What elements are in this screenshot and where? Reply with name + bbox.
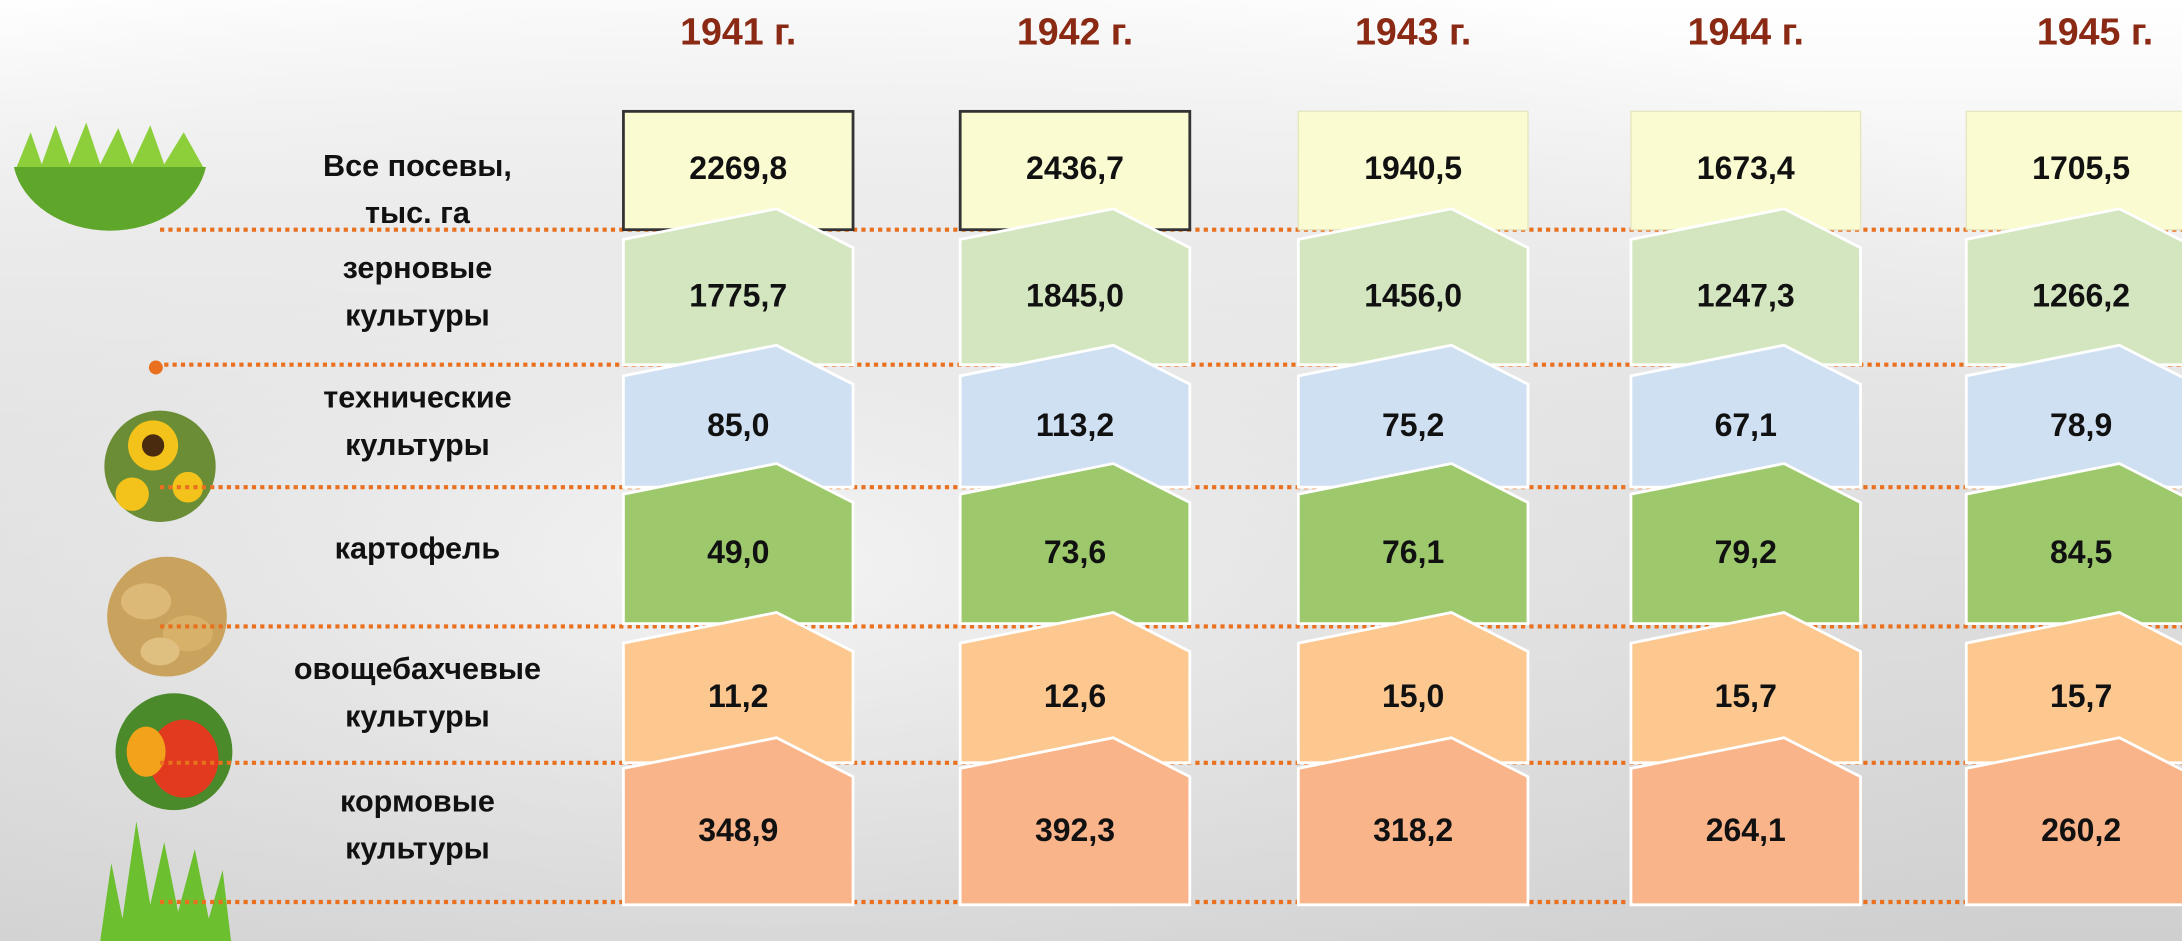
row-label: зерновые — [343, 251, 493, 285]
year-header: 1944 г. — [1688, 11, 1804, 53]
cell-value: 1775,7 — [689, 277, 787, 313]
cell-value: 84,5 — [2050, 534, 2112, 570]
cell-value: 85,0 — [707, 407, 769, 443]
row-label: культуры — [345, 699, 490, 733]
cell-value: 1705,5 — [2032, 150, 2130, 186]
cell-value: 15,7 — [1715, 678, 1777, 714]
row-label: культуры — [345, 832, 490, 866]
row-label: тыс. га — [365, 196, 471, 230]
cell-value: 79,2 — [1715, 534, 1777, 570]
cell-value: 15,0 — [1382, 678, 1444, 714]
cell-value: 67,1 — [1715, 407, 1777, 443]
year-header: 1945 г. — [2037, 11, 2153, 53]
cell-value: 318,2 — [1373, 812, 1453, 848]
page: 1941 г. 1942 г. 1943 г. 1944 г. 1945 г. Все п… — [0, 0, 2182, 941]
row-label: технические — [323, 381, 511, 415]
cell-value: 260,2 — [2041, 812, 2121, 848]
separator-dot — [149, 361, 163, 375]
row-label: овощебахчевые — [294, 652, 541, 686]
row-label: культуры — [345, 428, 490, 462]
cell-value: 348,9 — [698, 812, 778, 848]
row-label: кормовые — [340, 784, 495, 818]
cell-value: 1673,4 — [1697, 150, 1795, 186]
year-header: 1941 г. — [680, 11, 796, 53]
cell-value: 1266,2 — [2032, 277, 2130, 313]
cell-value: 76,1 — [1382, 534, 1444, 570]
row-label: картофель — [335, 532, 501, 566]
cell-value: 11,2 — [708, 678, 769, 714]
row-label: Все посевы, — [323, 149, 512, 183]
cell-value: 78,9 — [2050, 407, 2112, 443]
cell-value: 1456,0 — [1364, 277, 1462, 313]
cell-value: 2436,7 — [1026, 150, 1124, 186]
cell-value: 2269,8 — [689, 150, 787, 186]
cell-value: 49,0 — [707, 534, 769, 570]
cell-value: 1845,0 — [1026, 277, 1124, 313]
icon-vegetables — [116, 693, 233, 810]
cell-value: 75,2 — [1382, 407, 1444, 443]
cell-value: 1940,5 — [1364, 150, 1462, 186]
icon-sunflower — [104, 411, 215, 522]
cell-value: 1247,3 — [1697, 277, 1795, 313]
cell-value: 15,7 — [2050, 678, 2112, 714]
cell-value: 113,2 — [1036, 407, 1114, 443]
cell-value: 392,3 — [1035, 812, 1115, 848]
infographic: 1941 г. 1942 г. 1943 г. 1944 г. 1945 г. Все п… — [0, 0, 2182, 941]
year-header: 1942 г. — [1017, 11, 1133, 53]
row-label: культуры — [345, 298, 490, 332]
cell-value: 264,1 — [1706, 812, 1786, 848]
icon-potato — [107, 557, 227, 677]
year-header: 1943 г. — [1355, 11, 1471, 53]
cell-value: 12,6 — [1044, 678, 1106, 714]
cell-value: 73,6 — [1044, 534, 1106, 570]
